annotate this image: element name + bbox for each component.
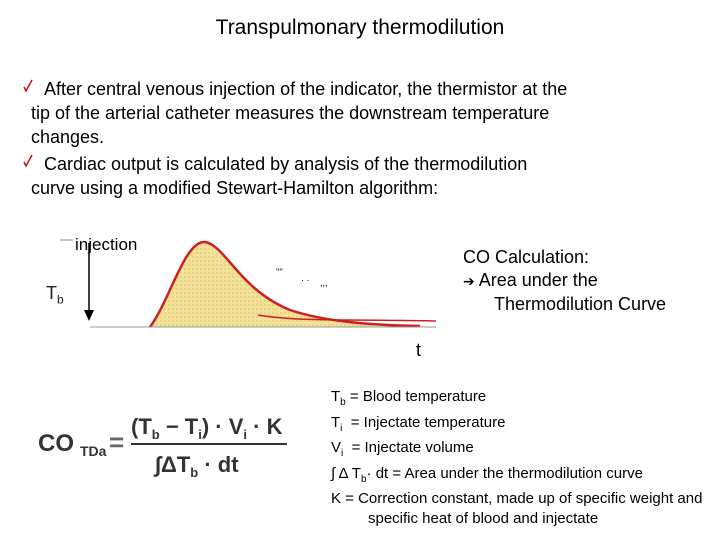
co-title: CO Calculation: <box>463 247 590 267</box>
bullet-line: curve using a modified Stewart-Hamilton … <box>31 178 439 198</box>
tb-label: Tb <box>46 283 64 307</box>
definition-ti: Ti = Injectate temperature <box>331 413 506 434</box>
thermodilution-curve <box>148 240 421 328</box>
bullet-cardiac-output: Cardiac output is calculated by analysis… <box>23 152 691 200</box>
bullet-line: tip of the arterial catheter measures th… <box>31 103 550 123</box>
co-line: ➔ Area under the <box>463 270 598 290</box>
definition-k: K = Correction constant, made up of spec… <box>331 490 703 507</box>
definition-tb: Tb = Blood temperature <box>331 388 487 408</box>
formula-denominator: ∫ΔTb · dt <box>153 452 239 480</box>
thermodilution-diagram: '''' · · ,,, <box>60 239 437 328</box>
bullet-line: After central venous injection of the in… <box>44 79 568 99</box>
dots-marker: ,,, <box>320 278 328 288</box>
formula-lhs: CO <box>38 430 74 457</box>
injection-label: injection <box>75 235 138 254</box>
bullet-line: Cardiac output is calculated by analysis… <box>44 154 528 174</box>
co-tda-formula: CO TDa = (Tb − Ti) · Vi · K ∫ΔTb · dt <box>38 414 287 480</box>
dots-marker: '''' <box>276 267 283 277</box>
bullet-injection: After central venous injection of the in… <box>23 77 691 149</box>
definition-vi: Vi = Injectate volume <box>331 439 474 459</box>
recirculation-curve <box>257 314 437 322</box>
dots-marker: · · <box>301 275 310 285</box>
bullet-line: changes. <box>31 127 105 147</box>
formula-lhs-sub: TDa <box>80 443 107 459</box>
definition-integral: ∫ Δ Tb· dt = Area under the thermodiluti… <box>331 464 643 485</box>
checkmark-bullet-icon <box>23 79 33 93</box>
symbol-definitions: Tb = Blood temperature Ti = Injectate te… <box>331 387 702 528</box>
thermodilution-curve-area <box>150 241 420 327</box>
tb-arrow-head <box>84 310 94 321</box>
definition-k-cont: specific heat of blood and injectate <box>368 509 599 527</box>
t-axis-label: t <box>416 340 422 360</box>
checkmark-bullet-icon <box>23 154 33 168</box>
right-arrow-icon: ➔ <box>463 273 475 289</box>
co-calculation-box: CO Calculation: ➔ Area under the Thermodi… <box>463 246 666 316</box>
formula-numerator: (Tb − Ti) · Vi · K <box>131 414 283 442</box>
formula-equals: = <box>109 427 124 457</box>
slide-title: Transpulmonary thermodilution <box>215 16 505 39</box>
co-line: Thermodilution Curve <box>494 294 667 314</box>
